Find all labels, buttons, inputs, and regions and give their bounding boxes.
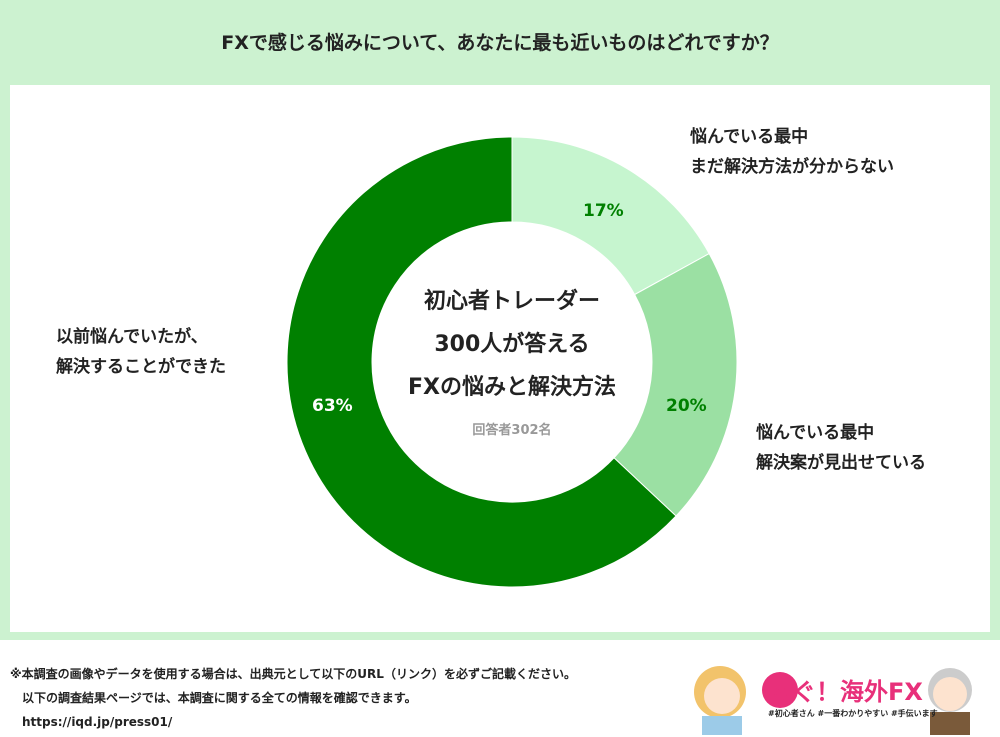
- footer-line: ※本調査の画像やデータを使用する場合は、出典元として以下のURL（リンク）を必ず…: [10, 667, 576, 681]
- page-title: FXで感じる悩みについて、あなたに最も近いものはどれですか？: [221, 32, 779, 54]
- logo-text: 稼ぐ！海外FX: [768, 678, 923, 706]
- footer-line: 以下の調査結果ページでは、本調査に関する全ての情報を確認できます。: [22, 691, 417, 705]
- donut-slice-2: [286, 136, 677, 588]
- center-title-line: 300人が答える: [434, 332, 590, 357]
- brand-logo: 稼ぐ！海外FX #初心者さん #一番わかりやすい #手伝います: [680, 650, 990, 735]
- value-label-1: 20%: [666, 396, 707, 416]
- center-title-line: 初心者トレーダー: [423, 289, 600, 314]
- respondent-count: 回答者302名: [472, 423, 552, 438]
- slice-label-1: 悩んでいる最中 解決案が見出せている: [756, 423, 926, 473]
- logo-characters-icon: [694, 666, 972, 735]
- slice-label-2: 以前悩んでいたが、 解決することができた: [56, 327, 226, 377]
- logo-tags: #初心者さん #一番わかりやすい #手伝います: [768, 709, 938, 718]
- value-label-0: 17%: [583, 201, 624, 221]
- value-label-2: 63%: [312, 396, 353, 416]
- slice-label-0: 悩んでいる最中 まだ解決方法が分からない: [690, 127, 894, 177]
- donut-slice-1: [613, 252, 738, 517]
- center-text: 初心者トレーダー 300人が答える FXの悩みと解決方法 回答者302名: [372, 280, 652, 438]
- footer-note: ※本調査の画像やデータを使用する場合は、出典元として以下のURL（リンク）を必ず…: [10, 662, 576, 734]
- center-title-line: FXの悩みと解決方法: [408, 375, 616, 400]
- footer-link[interactable]: https://iqd.jp/press01/: [22, 715, 173, 729]
